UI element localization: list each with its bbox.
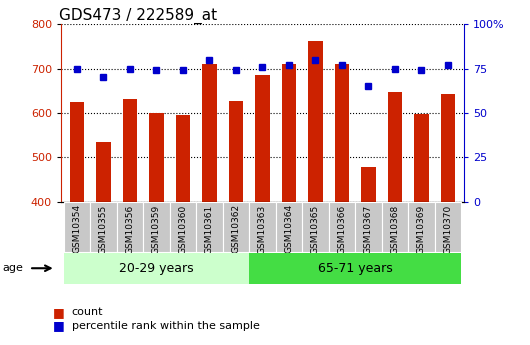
Bar xyxy=(69,102,84,202)
Bar xyxy=(196,202,223,252)
Bar xyxy=(281,64,296,202)
Bar xyxy=(249,253,461,284)
Bar xyxy=(170,202,196,252)
Bar xyxy=(302,202,329,252)
Bar xyxy=(149,113,164,202)
Bar xyxy=(382,202,408,252)
Text: 65-71 years: 65-71 years xyxy=(317,262,393,275)
Bar xyxy=(355,202,382,252)
Bar xyxy=(175,115,190,202)
Text: GSM10354: GSM10354 xyxy=(73,204,81,254)
Bar xyxy=(308,41,323,202)
Text: GSM10368: GSM10368 xyxy=(391,204,399,254)
Bar xyxy=(249,202,276,252)
Text: GSM10364: GSM10364 xyxy=(285,204,293,254)
Bar xyxy=(143,202,170,252)
Bar xyxy=(334,64,349,202)
Bar xyxy=(276,202,302,252)
Text: GSM10356: GSM10356 xyxy=(126,204,134,254)
Bar xyxy=(435,202,461,252)
Bar xyxy=(440,94,455,202)
Bar xyxy=(414,114,429,202)
Text: GSM10360: GSM10360 xyxy=(179,204,187,254)
Text: 20-29 years: 20-29 years xyxy=(119,262,193,275)
Bar xyxy=(361,167,376,202)
Text: ■: ■ xyxy=(53,319,65,333)
Bar xyxy=(96,142,111,202)
Bar xyxy=(117,202,143,252)
Text: GSM10367: GSM10367 xyxy=(364,204,373,254)
Text: GSM10365: GSM10365 xyxy=(311,204,320,254)
Bar xyxy=(329,202,355,252)
Bar xyxy=(202,64,217,202)
Text: GSM10355: GSM10355 xyxy=(99,204,108,254)
Text: GSM10359: GSM10359 xyxy=(152,204,161,254)
Text: GSM10369: GSM10369 xyxy=(417,204,426,254)
Text: GSM10366: GSM10366 xyxy=(338,204,346,254)
Text: GSM10363: GSM10363 xyxy=(258,204,267,254)
Bar xyxy=(255,75,270,202)
Text: GSM10362: GSM10362 xyxy=(232,204,240,254)
Text: ■: ■ xyxy=(53,306,65,319)
Bar xyxy=(64,253,249,284)
Text: GSM10370: GSM10370 xyxy=(444,204,452,254)
Bar xyxy=(64,202,90,252)
Bar xyxy=(408,202,435,252)
Bar xyxy=(387,92,402,202)
Bar xyxy=(228,100,243,202)
Bar xyxy=(90,202,117,252)
Text: count: count xyxy=(72,307,103,317)
Text: percentile rank within the sample: percentile rank within the sample xyxy=(72,321,259,331)
Bar xyxy=(223,202,249,252)
Bar xyxy=(122,99,137,202)
Text: age: age xyxy=(3,263,23,273)
Text: GDS473 / 222589_at: GDS473 / 222589_at xyxy=(59,8,217,24)
Text: GSM10361: GSM10361 xyxy=(205,204,214,254)
